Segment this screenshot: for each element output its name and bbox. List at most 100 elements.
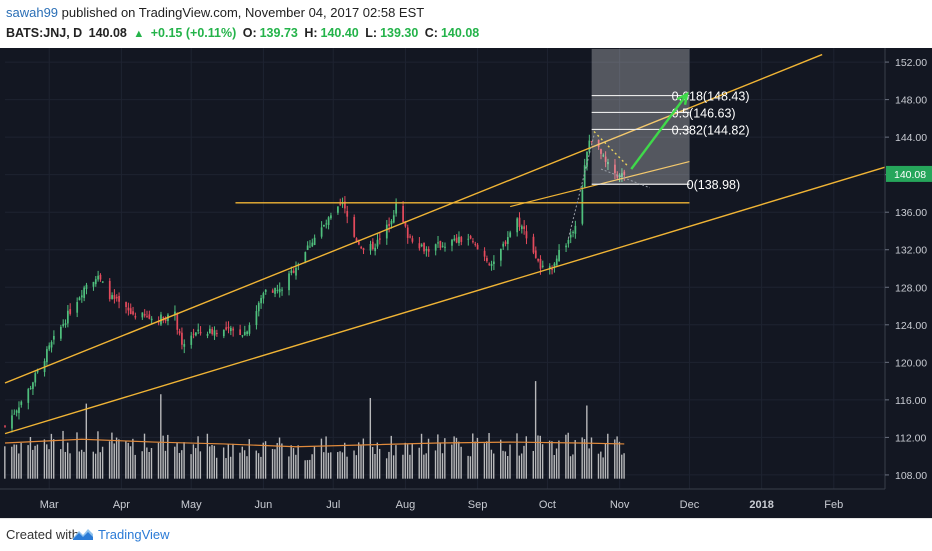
volume-bar — [621, 454, 623, 479]
volume-bar — [607, 433, 609, 479]
volume-bar — [27, 445, 29, 479]
volume-bar — [574, 440, 576, 479]
candle-body — [46, 349, 48, 363]
volume-bar — [183, 442, 185, 479]
volume-bar — [127, 442, 129, 479]
volume-bar — [548, 440, 551, 479]
candle-body — [425, 249, 428, 251]
volume-bar — [125, 441, 127, 479]
volume-bar — [271, 448, 274, 479]
target-arrow-line — [630, 93, 689, 170]
volume-bar — [246, 456, 248, 479]
volume-bar — [385, 458, 388, 479]
candle-body — [378, 238, 381, 240]
volume-bar — [469, 456, 472, 479]
volume-bar — [211, 444, 213, 479]
candle-body — [504, 241, 507, 245]
candle-body — [423, 242, 425, 252]
volume-bar — [567, 432, 569, 479]
volume-bar — [232, 443, 234, 479]
volume-bar — [618, 441, 621, 479]
volume-bar — [395, 445, 397, 479]
candle-body — [264, 289, 267, 292]
candles — [4, 134, 626, 433]
candle-body — [327, 217, 330, 225]
candle-body — [32, 382, 34, 389]
upper-channel-line — [4, 53, 823, 384]
candle-body — [548, 266, 551, 269]
low-label: L: — [365, 26, 378, 40]
volume-bar — [569, 456, 572, 479]
volume-bar — [113, 443, 115, 479]
candle-body — [600, 149, 602, 154]
symbol-label[interactable]: BATS:JNJ, D — [6, 26, 83, 40]
candle-body — [225, 327, 228, 330]
candle-body — [506, 237, 509, 244]
x-tick-label: Dec — [680, 499, 700, 511]
volume-bar — [458, 441, 460, 479]
volume-bar — [108, 441, 111, 479]
volume-bar — [509, 444, 511, 479]
volume-bar — [555, 448, 558, 479]
candle-body — [208, 328, 211, 334]
volume-bar — [455, 437, 458, 479]
volume-bar — [208, 446, 211, 479]
candle-body — [215, 332, 218, 334]
volume-bar — [15, 444, 18, 479]
volume-bar — [518, 455, 521, 479]
candle-body — [390, 220, 393, 225]
volume-bar — [534, 381, 537, 479]
volume-bar — [225, 458, 227, 479]
candle-body — [181, 332, 183, 345]
candle-body — [150, 318, 153, 321]
candle-body — [362, 248, 365, 251]
candle-body — [371, 241, 374, 249]
tradingview-logo-icon[interactable] — [72, 526, 94, 542]
volume-bar — [353, 450, 355, 479]
volume-bar — [502, 450, 504, 479]
tradingview-brand[interactable]: TradingView — [98, 527, 170, 542]
volume-bar — [337, 452, 339, 479]
high-value: 140.40 — [320, 26, 359, 40]
price-chart[interactable]: 0.618(148.43) 0.5(146.63) 0.382(144.82) 0(1… — [0, 48, 932, 518]
candle-body — [227, 326, 230, 329]
volume-bar — [248, 439, 250, 479]
volume-bar — [418, 447, 420, 479]
volume-bar — [525, 436, 528, 479]
volume-bar — [486, 441, 488, 479]
volume-bar — [190, 454, 192, 479]
candle-body — [18, 407, 20, 414]
candle-body — [357, 241, 360, 245]
candle-body — [309, 246, 311, 248]
candle-body — [553, 263, 556, 267]
fib-level-label: 0.5(146.63) — [672, 106, 736, 120]
candle-body — [534, 250, 537, 258]
volume-bar — [551, 441, 553, 479]
volume-bar — [439, 442, 441, 479]
y-tick-label: 136.00 — [895, 207, 927, 219]
volume-ma-line — [4, 438, 625, 448]
candle-body — [257, 302, 260, 312]
candle-body — [27, 389, 30, 403]
candle-body — [64, 323, 67, 325]
volume-bar — [553, 455, 555, 479]
author-link[interactable]: sawah99 — [6, 5, 59, 20]
volume-bar — [148, 451, 150, 479]
volume-bar — [313, 446, 316, 479]
volume-bar — [586, 405, 588, 479]
candle-body — [288, 273, 290, 291]
candle-body — [444, 246, 446, 248]
candle-body — [476, 244, 479, 250]
candle-body — [437, 242, 439, 244]
candle-body — [4, 425, 6, 427]
volume-bar — [423, 454, 425, 479]
candle-body — [292, 270, 295, 273]
candle-body — [402, 205, 404, 222]
x-tick-label: Feb — [824, 499, 843, 511]
publish-info: published on TradingView.com, November 0… — [61, 5, 425, 20]
candle-body — [290, 270, 293, 274]
candle-body — [525, 231, 528, 239]
candle-body — [243, 332, 246, 336]
candle-body — [313, 237, 316, 245]
candle-body — [229, 327, 232, 332]
